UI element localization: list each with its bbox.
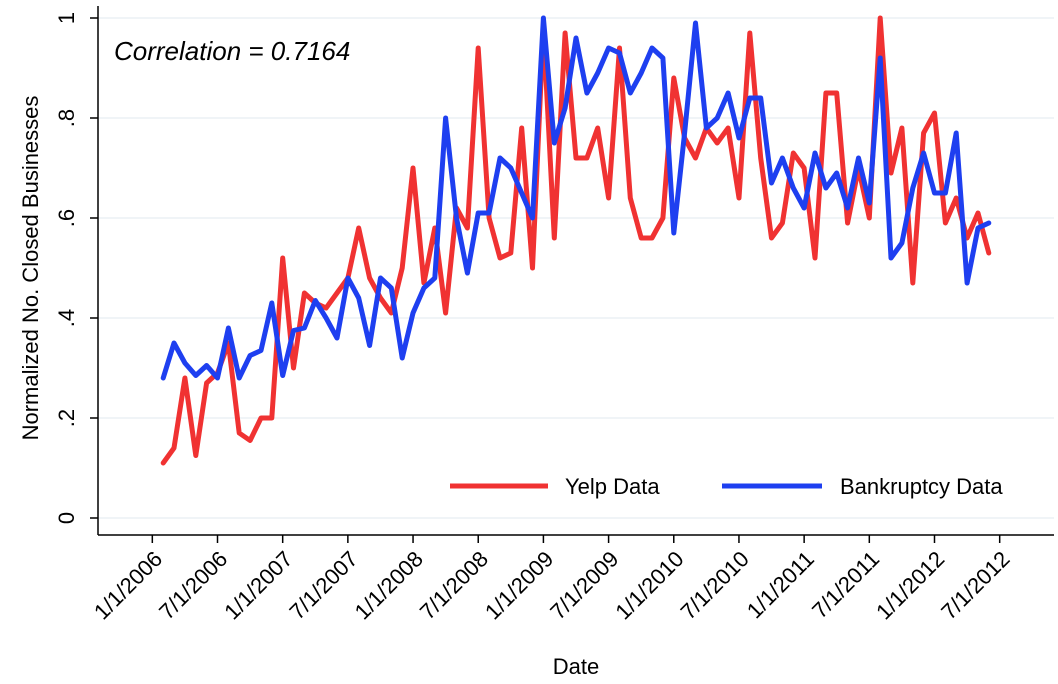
x-tick-label-12: 1/1/2012 bbox=[871, 546, 949, 624]
x-tick-label-1: 7/1/2006 bbox=[154, 546, 232, 624]
x-tick-label-9: 7/1/2010 bbox=[676, 546, 754, 624]
legend: Yelp Data Bankruptcy Data bbox=[450, 474, 1003, 499]
y-tick-label-3: .6 bbox=[54, 209, 79, 227]
x-tick-label-13: 7/1/2012 bbox=[936, 546, 1014, 624]
x-tick-label-4: 1/1/2008 bbox=[350, 546, 428, 624]
y-tick-label-4: .8 bbox=[54, 109, 79, 127]
y-tick-label-2: .4 bbox=[54, 309, 79, 327]
correlation-annotation: Correlation = 0.7164 bbox=[114, 36, 350, 66]
axes-layer bbox=[97, 6, 1054, 536]
y-tick-label-1: .2 bbox=[54, 409, 79, 427]
series-line-bankruptcy bbox=[160, 15, 992, 381]
y-tick-label-0: 0 bbox=[54, 512, 79, 524]
x-tick-label-3: 7/1/2007 bbox=[284, 546, 362, 624]
legend-label-yelp: Yelp Data bbox=[565, 474, 660, 499]
x-ticks: 1/1/20067/1/20061/1/20077/1/20071/1/2008… bbox=[89, 535, 1015, 624]
x-tick-label-7: 7/1/2009 bbox=[545, 546, 623, 624]
x-tick-label-11: 7/1/2011 bbox=[807, 546, 884, 623]
series-layer bbox=[160, 15, 992, 466]
x-tick-label-5: 7/1/2008 bbox=[415, 546, 493, 624]
x-axis-title: Date bbox=[553, 654, 599, 679]
x-tick-label-0: 1/1/2006 bbox=[89, 546, 167, 624]
x-tick-label-2: 1/1/2007 bbox=[219, 546, 297, 624]
x-tick-label-6: 1/1/2009 bbox=[480, 546, 558, 624]
y-ticks: 0 .2 .4 .6 .8 1 bbox=[54, 12, 98, 524]
y-tick-label-5: 1 bbox=[54, 12, 79, 24]
x-tick-label-8: 1/1/2010 bbox=[610, 546, 688, 624]
y-axis-title: Normalized No. Closed Businesses bbox=[18, 96, 43, 441]
grid-layer bbox=[98, 17, 1054, 519]
series-line-yelp bbox=[160, 15, 992, 466]
legend-label-bankruptcy: Bankruptcy Data bbox=[840, 474, 1003, 499]
x-tick-label-10: 1/1/2011 bbox=[742, 546, 819, 623]
